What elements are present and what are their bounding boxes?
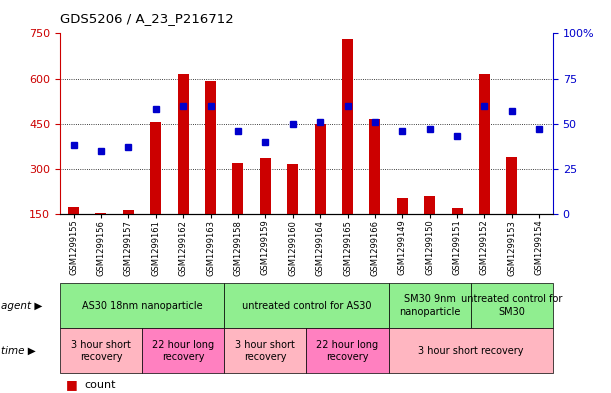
Bar	[452, 208, 463, 214]
Bar	[315, 125, 326, 214]
Text: SM30 9nm
nanoparticle: SM30 9nm nanoparticle	[399, 294, 460, 317]
Bar	[397, 198, 408, 214]
Text: agent ▶: agent ▶	[1, 301, 42, 310]
Bar	[370, 119, 381, 214]
Text: 22 hour long
recovery: 22 hour long recovery	[316, 340, 379, 362]
Text: 3 hour short
recovery: 3 hour short recovery	[235, 340, 295, 362]
Text: time ▶: time ▶	[1, 346, 35, 356]
Text: ■: ■	[66, 392, 78, 393]
Text: AS30 18nm nanoparticle: AS30 18nm nanoparticle	[82, 301, 202, 310]
Bar	[68, 207, 79, 214]
Bar	[150, 122, 161, 214]
Bar	[342, 39, 353, 214]
Text: untreated control for
SM30: untreated control for SM30	[461, 294, 563, 317]
Bar	[205, 81, 216, 214]
Bar	[260, 158, 271, 214]
Bar	[424, 196, 435, 214]
Bar	[123, 210, 134, 214]
Bar	[178, 74, 189, 214]
Text: ■: ■	[66, 378, 78, 391]
Bar	[232, 163, 243, 214]
Text: 22 hour long
recovery: 22 hour long recovery	[152, 340, 214, 362]
Bar	[287, 164, 298, 214]
Text: GDS5206 / A_23_P216712: GDS5206 / A_23_P216712	[60, 12, 233, 25]
Bar	[507, 157, 518, 214]
Bar	[95, 213, 106, 214]
Bar	[479, 74, 490, 214]
Text: 3 hour short
recovery: 3 hour short recovery	[71, 340, 131, 362]
Text: untreated control for AS30: untreated control for AS30	[242, 301, 371, 310]
Text: 3 hour short recovery: 3 hour short recovery	[418, 346, 524, 356]
Text: count: count	[84, 380, 116, 389]
